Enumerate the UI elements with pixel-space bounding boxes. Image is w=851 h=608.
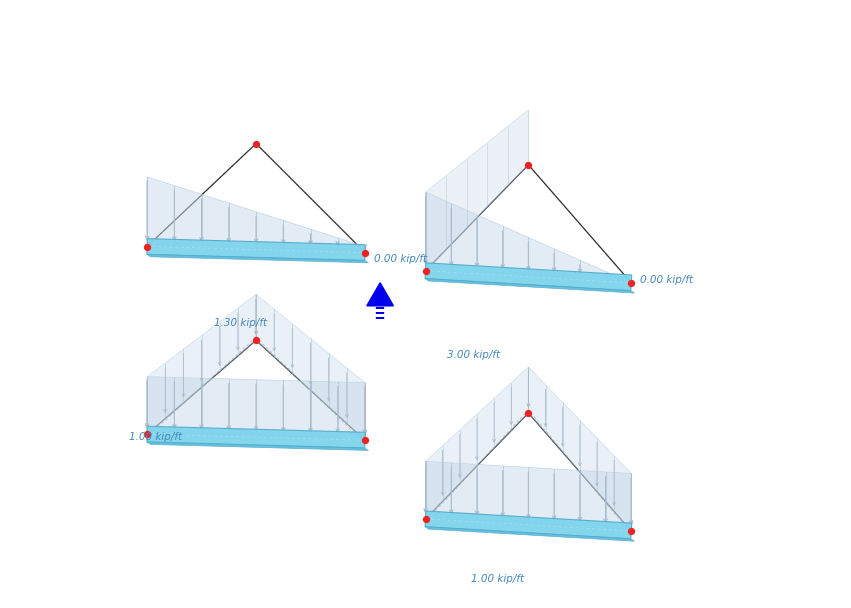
Text: 1.30 kip/ft: 1.30 kip/ft: [214, 319, 267, 328]
Text: 3.00 kip/ft: 3.00 kip/ft: [447, 350, 500, 361]
Point: [358, 247, 372, 257]
Polygon shape: [426, 192, 631, 283]
Polygon shape: [426, 109, 528, 271]
Polygon shape: [425, 527, 635, 541]
Point: [249, 336, 263, 345]
Text: 1.00 kip/ft: 1.00 kip/ft: [129, 432, 182, 442]
Point: [249, 139, 263, 148]
Polygon shape: [426, 461, 631, 531]
Polygon shape: [425, 263, 631, 291]
Polygon shape: [528, 367, 631, 531]
Polygon shape: [147, 442, 368, 451]
Polygon shape: [367, 283, 393, 306]
Text: 0.00 kip/ft: 0.00 kip/ft: [640, 275, 694, 285]
Point: [522, 408, 535, 418]
Point: [522, 160, 535, 170]
Text: 0.00 kip/ft: 0.00 kip/ft: [374, 254, 427, 264]
Polygon shape: [256, 294, 365, 440]
Polygon shape: [147, 294, 256, 434]
Polygon shape: [147, 177, 365, 252]
Point: [358, 435, 372, 445]
Point: [140, 241, 154, 251]
Polygon shape: [426, 367, 528, 519]
Polygon shape: [147, 238, 365, 260]
Polygon shape: [147, 254, 368, 263]
Polygon shape: [147, 426, 365, 448]
Polygon shape: [425, 511, 631, 539]
Point: [419, 266, 432, 275]
Point: [625, 526, 638, 536]
Point: [419, 514, 432, 523]
Polygon shape: [147, 376, 365, 440]
Point: [625, 278, 638, 288]
Text: 1.00 kip/ft: 1.00 kip/ft: [471, 575, 524, 584]
Polygon shape: [425, 278, 635, 293]
Point: [140, 429, 154, 439]
